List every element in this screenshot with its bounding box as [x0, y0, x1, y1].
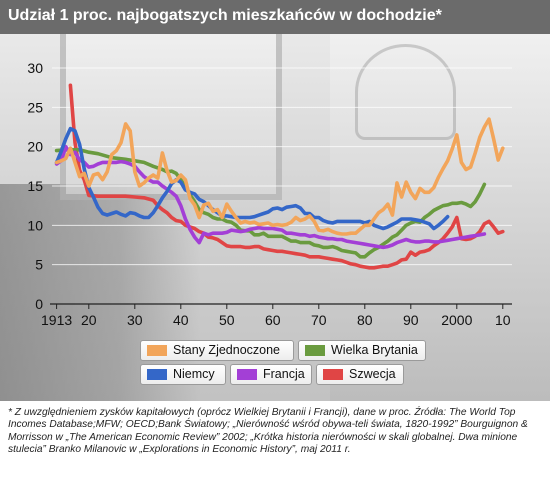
- line-chart: 0 5 10 15 20 25 30 1913 20 30 40 50 60 70 80 90 2000 10: [27, 60, 512, 328]
- y-tick-label: 30: [27, 60, 43, 76]
- series-line-stany-zjednoczone: [54, 117, 505, 236]
- legend-label: Francja: [263, 367, 305, 381]
- legend-item: Stany Zjednoczone: [140, 340, 294, 361]
- legend-label: Wielka Brytania: [331, 343, 418, 357]
- legend-swatch: [147, 369, 167, 380]
- legend-label: Szwecja: [349, 367, 396, 381]
- x-tick-label: 30: [127, 312, 143, 328]
- legend-item: Wielka Brytania: [298, 340, 426, 361]
- legend-item: Szwecja: [316, 364, 404, 385]
- x-tick-label: 10: [495, 312, 511, 328]
- x-tick-label: 60: [265, 312, 281, 328]
- legend-item: Francja: [230, 364, 312, 385]
- legend-item: Niemcy: [140, 364, 226, 385]
- x-tick-label: 80: [357, 312, 373, 328]
- y-tick-label: 25: [27, 99, 43, 115]
- y-tick-label: 5: [35, 257, 43, 273]
- legend-swatch: [237, 369, 257, 380]
- x-tick-label: 2000: [441, 312, 472, 328]
- title-bar: Udział 1 proc. najbogatszych mieszkańców…: [0, 0, 550, 34]
- x-tick-label: 90: [403, 312, 419, 328]
- y-tick-label: 20: [27, 139, 43, 155]
- legend-label: Niemcy: [173, 367, 215, 381]
- series-line-niemcy: [54, 126, 450, 231]
- background-ornament: [355, 44, 456, 140]
- chart-title: Udział 1 proc. najbogatszych mieszkańców…: [8, 7, 442, 24]
- series-line-francja: [54, 144, 487, 250]
- footnote-text: * Z uwzględnieniem zysków kapitałowych (…: [8, 407, 528, 456]
- x-tick-label: 1913: [41, 312, 72, 328]
- series-line-wielka-brytania: [54, 148, 487, 259]
- y-tick-label: 0: [35, 296, 43, 312]
- legend-swatch: [147, 345, 167, 356]
- y-tick-label: 10: [27, 217, 43, 233]
- footnote-box: * Z uwzględnieniem zysków kapitałowych (…: [0, 401, 550, 481]
- legend-swatch: [305, 345, 325, 356]
- legend-swatch: [323, 369, 343, 380]
- x-tick-label: 20: [81, 312, 97, 328]
- x-tick-label: 50: [219, 312, 235, 328]
- x-tick-label: 70: [311, 312, 327, 328]
- y-tick-label: 15: [27, 178, 43, 194]
- x-tick-label: 40: [173, 312, 189, 328]
- legend-label: Stany Zjednoczone: [173, 343, 281, 357]
